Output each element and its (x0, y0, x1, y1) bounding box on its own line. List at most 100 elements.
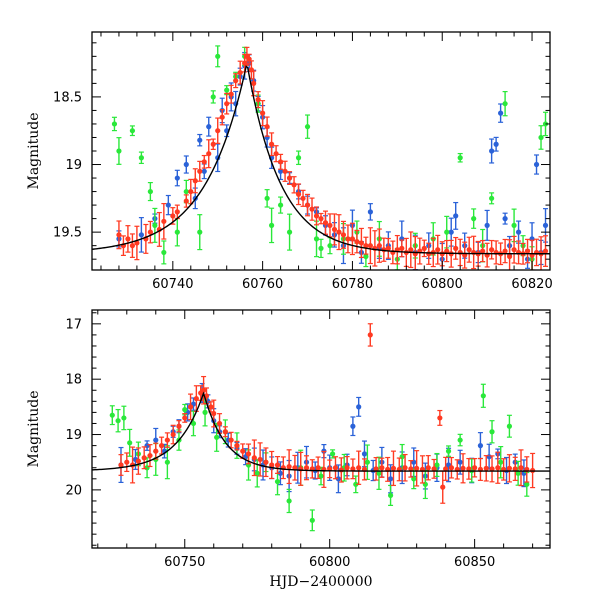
data-point (286, 213, 293, 251)
data-point (197, 214, 203, 251)
data-point (176, 420, 182, 433)
data-point (313, 206, 320, 226)
data-point (201, 375, 207, 405)
data-point (257, 442, 263, 477)
data-point (387, 484, 394, 506)
data-point (412, 235, 418, 270)
y-tick-label: 17 (65, 317, 82, 332)
data-point (489, 239, 495, 260)
data-point (390, 450, 397, 487)
data-point (164, 432, 170, 448)
data-point (143, 223, 149, 254)
data-point (466, 236, 472, 263)
x-tick-label: 60800 (309, 555, 350, 570)
y-tick-label: 19 (65, 158, 82, 173)
data-point (315, 456, 321, 480)
data-point (321, 450, 327, 488)
data-point (502, 238, 508, 264)
data-point (336, 214, 342, 251)
data-point (489, 138, 495, 164)
x-tick-label: 60780 (332, 277, 373, 292)
data-point (251, 439, 257, 477)
data-point (174, 169, 180, 187)
data-point (192, 168, 198, 194)
data-point (309, 509, 315, 532)
data-point (495, 451, 501, 484)
data-point (414, 450, 420, 487)
data-point (121, 405, 127, 431)
data-point (147, 181, 153, 202)
data-point (466, 457, 472, 480)
data-point (399, 443, 405, 470)
data-point (453, 236, 459, 260)
data-point (138, 151, 144, 165)
y-tick-label: 19.5 (53, 226, 82, 241)
data-point (524, 456, 530, 483)
data-point (332, 456, 339, 480)
x-tick-label: 60760 (242, 277, 283, 292)
data-point (188, 178, 194, 205)
data-point (367, 203, 373, 221)
data-point (498, 446, 504, 479)
data-point (197, 160, 203, 182)
data-point (116, 220, 122, 250)
data-point (165, 194, 171, 216)
model-curve (92, 391, 550, 472)
plot-area (92, 323, 550, 532)
x-tick-label: 60800 (422, 277, 463, 292)
data-point (521, 459, 527, 488)
data-point (292, 454, 298, 481)
data-point (197, 133, 203, 147)
data-point (373, 457, 379, 481)
data-point (533, 154, 540, 175)
data-point (263, 447, 269, 478)
data-point (228, 84, 234, 104)
data-point (353, 475, 359, 494)
data-point (354, 229, 360, 254)
data-point (309, 197, 315, 221)
data-point (156, 211, 162, 247)
y-tick-label: 20 (65, 483, 82, 498)
data-point (190, 410, 197, 437)
data-point (340, 220, 347, 249)
data-point (318, 212, 324, 225)
data-point (129, 125, 136, 137)
data-point (524, 238, 531, 264)
data-point (153, 442, 159, 460)
data-point (219, 108, 225, 126)
data-point (183, 194, 189, 208)
data-point (518, 449, 524, 487)
data-point (443, 456, 449, 481)
data-point (255, 91, 261, 109)
data-point (515, 460, 521, 486)
light-curve-panel-bottom: 60750 60800 60850 17 18 19 20 Magnitude HJD−2400… (26, 309, 551, 590)
data-point (135, 447, 141, 475)
data-point (115, 408, 121, 433)
data-point (358, 227, 365, 259)
data-point (277, 461, 284, 486)
data-point (152, 207, 158, 243)
data-point (408, 231, 414, 269)
data-point (448, 456, 455, 479)
data-point (277, 196, 284, 214)
data-point (329, 449, 336, 459)
data-point (260, 100, 266, 127)
data-point (440, 470, 446, 504)
data-point (498, 103, 504, 123)
data-point (215, 117, 221, 144)
data-point (457, 433, 463, 447)
data-point (210, 138, 216, 150)
data-point (206, 139, 212, 169)
data-point (161, 203, 167, 240)
data-point (233, 73, 239, 89)
data-point (303, 455, 310, 481)
data-point (183, 155, 189, 174)
data-point (364, 444, 370, 480)
data-point (174, 217, 180, 247)
data-point (489, 455, 495, 483)
data-point (435, 234, 441, 265)
data-point (511, 235, 517, 264)
data-point (457, 449, 463, 475)
data-point (286, 171, 293, 185)
data-point (264, 189, 270, 208)
